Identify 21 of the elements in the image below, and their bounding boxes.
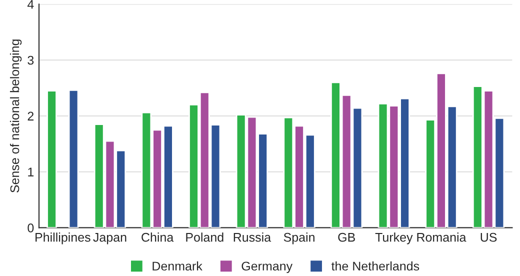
x-tick-label: Russia (234, 232, 272, 242)
x-tick-label: GB (338, 232, 355, 242)
x-tick-label: US (480, 232, 497, 242)
x-tick-label: Spain (284, 232, 314, 244)
x-tick-label: Turkey (375, 232, 413, 244)
x-tick-label: Romania (417, 232, 466, 242)
legend-label: Denmark (152, 261, 202, 271)
y-tick-label: 1 (28, 168, 34, 176)
y-tick-label: 3 (28, 56, 34, 65)
bar (46, 90, 57, 228)
y-tick-label: 2 (28, 112, 34, 120)
x-tick-label: China (142, 232, 174, 242)
x-tick-label: Japan (93, 233, 126, 244)
bar (68, 90, 79, 228)
legend-label: Germany (242, 262, 293, 274)
legend-label: the Netherlands (331, 261, 420, 271)
y-tick-label: 0 (28, 224, 34, 232)
y-tick-label: 4 (27, 0, 34, 9)
x-tick-label: Poland (186, 232, 224, 242)
y-axis-title: Sense of national belonging (10, 40, 22, 192)
x-tick-label: Phillipines (36, 232, 90, 244)
